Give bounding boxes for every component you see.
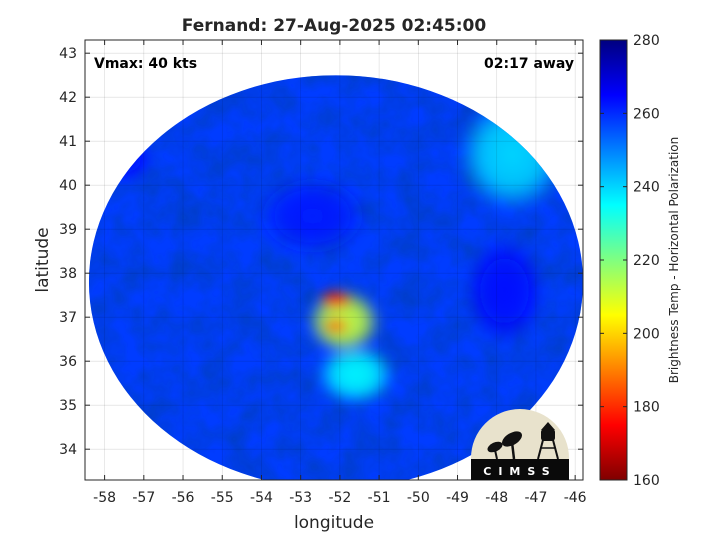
x-tick-label: -56 — [172, 490, 195, 506]
cimss-logo-text: CIMSS — [483, 465, 556, 478]
axes-frame — [84, 39, 584, 481]
y-tick-label: 35 — [59, 398, 77, 414]
y-tick-label: 40 — [59, 178, 77, 194]
x-tick-label: -52 — [328, 490, 351, 506]
x-tick-label: -53 — [289, 490, 312, 506]
swath-feature — [465, 237, 544, 344]
y-tick-label: 42 — [59, 90, 77, 106]
colorbar-label: Brightness Temp - Horizontal Polarizatio… — [667, 137, 681, 384]
x-ticks: -58 -57 -56 -55 -54 -53 -52 -51 -50 -49 -48 -47 -46 — [93, 40, 587, 506]
swath-feature — [316, 343, 395, 406]
swath-feature — [257, 176, 368, 256]
vmax-annotation: Vmax: 40 kts — [94, 56, 197, 72]
x-tick-label: -47 — [525, 490, 548, 506]
x-tick-label: -57 — [132, 490, 155, 506]
y-tick-label: 43 — [59, 46, 77, 62]
x-tick-label: -46 — [564, 490, 587, 506]
colorbar-tick-label: 260 — [633, 106, 660, 122]
colorbar-tick-label: 160 — [633, 473, 660, 489]
colorbar-tick-label: 180 — [633, 400, 660, 416]
x-tick-label: -49 — [446, 490, 469, 506]
x-tick-label: -51 — [368, 490, 391, 506]
chart-title: Fernand: 27-Aug-2025 02:45:00 — [182, 16, 487, 36]
y-tick-label: 34 — [59, 442, 77, 458]
swath-feature — [318, 289, 354, 310]
y-ticks: 34 35 36 37 38 39 40 41 42 43 — [59, 46, 583, 458]
colorbar-tick-label: 200 — [633, 326, 660, 342]
swath-layer — [88, 75, 583, 480]
y-tick-label: 39 — [59, 222, 77, 238]
x-axis-label: longitude — [294, 513, 374, 533]
y-tick-label: 38 — [59, 266, 77, 282]
x-tick-label: -55 — [211, 490, 234, 506]
y-tick-label: 36 — [59, 354, 77, 370]
grid-lines — [85, 40, 583, 480]
y-tick-label: 37 — [59, 310, 77, 326]
x-tick-label: -48 — [485, 490, 508, 506]
colorbar — [599, 39, 628, 481]
colorbar-tick-label: 220 — [633, 253, 660, 269]
swath-feature — [322, 318, 350, 334]
colorbar-tick-label: 240 — [633, 180, 660, 196]
x-tick-label: -54 — [250, 490, 273, 506]
time-away-annotation: 02:17 away — [484, 56, 574, 72]
y-tick-label: 41 — [59, 134, 77, 150]
cimss-logo: CIMSS — [471, 409, 569, 480]
x-tick-label: -58 — [93, 490, 116, 506]
colorbar-ticks: 160 180 200 220 240 260 280 — [600, 33, 660, 489]
x-tick-label: -50 — [407, 490, 430, 506]
y-axis-label: latitude — [33, 227, 53, 292]
colorbar-tick-label: 280 — [633, 33, 660, 49]
